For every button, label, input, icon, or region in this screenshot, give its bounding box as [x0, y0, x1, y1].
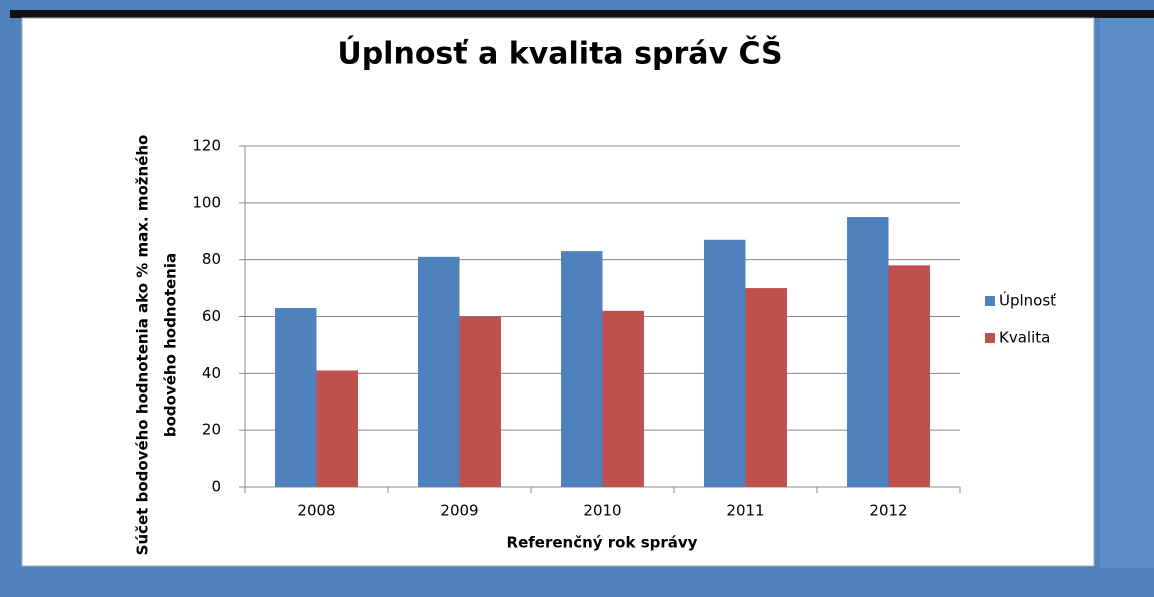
- x-axis-label: Referenčný rok správy: [507, 534, 698, 552]
- bar: [459, 316, 501, 487]
- bar: [847, 217, 889, 487]
- legend-label: Kvalita: [999, 329, 1050, 347]
- x-tick-label: 2010: [583, 502, 621, 520]
- chart-title: Úplnosť a kvalita správ ČŠ: [337, 35, 782, 72]
- bar: [888, 265, 930, 487]
- bar: [561, 251, 603, 487]
- x-tick-label: 2011: [726, 502, 764, 520]
- y-tick-label: 20: [202, 421, 221, 439]
- side-stripe: [1100, 18, 1154, 568]
- bar: [704, 239, 746, 487]
- x-tick-label: 2009: [440, 502, 478, 520]
- y-tick-label: 80: [202, 250, 221, 268]
- y-axis-label: Súčet bodového hodnotenia ako % max. mož…: [134, 135, 152, 556]
- y-tick-label: 0: [211, 478, 221, 496]
- y-tick-label: 60: [202, 307, 221, 325]
- y-tick-label: 40: [202, 364, 221, 382]
- legend-label: Úplnosť: [999, 291, 1056, 310]
- y-tick-label: 120: [192, 137, 221, 155]
- legend-swatch: [985, 296, 995, 306]
- top-bar: [10, 10, 1154, 18]
- bar: [602, 310, 644, 487]
- bar: [275, 307, 317, 487]
- legend-swatch: [985, 333, 995, 343]
- x-tick-label: 2008: [297, 502, 335, 520]
- bar: [418, 256, 460, 487]
- bar: [316, 370, 358, 487]
- chart-panel: [21, 17, 1095, 567]
- y-axis-label: bodového hodnotenia: [162, 253, 180, 437]
- bar: [745, 288, 787, 487]
- y-tick-label: 100: [192, 193, 221, 211]
- x-tick-label: 2012: [869, 502, 907, 520]
